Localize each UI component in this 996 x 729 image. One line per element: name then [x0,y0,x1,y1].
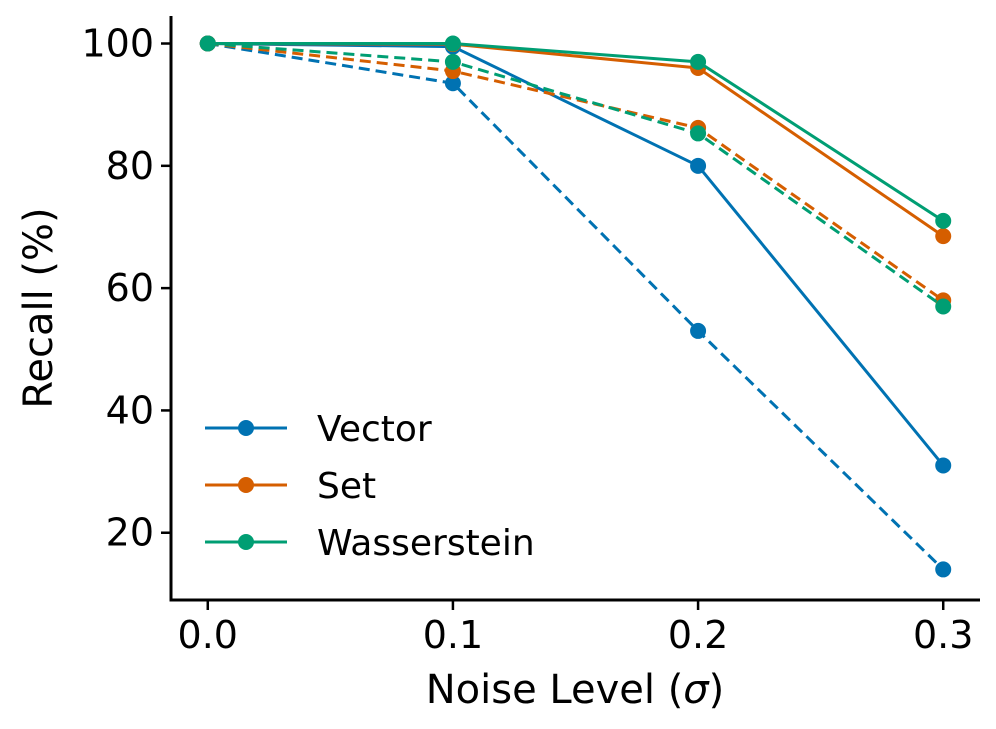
data-point-vector-dashed-3 [935,561,952,578]
legend: Vector Set Wasserstein [205,409,535,564]
legend-marker-set [238,477,254,493]
legend-label-vector: Vector [317,409,432,450]
x-tick-label-1: 0.1 [423,613,483,657]
data-point-vector-solid-2 [690,157,707,174]
data-point-vector-dashed-2 [690,322,707,339]
x-axis-label-prefix: Noise Level ( [426,667,684,713]
x-ticks: 0.0 0.1 0.2 0.3 [178,600,973,657]
x-tick-label-3: 0.3 [913,613,973,657]
series-line-set-solid [207,42,945,238]
series-layer [199,35,952,578]
data-point-wasserstein-dashed-3 [935,298,952,315]
x-tick-label-2: 0.2 [668,613,728,657]
data-point-wasserstein-dashed-0 [199,35,216,52]
data-point-vector-solid-3 [935,457,952,474]
legend-label-wasserstein: Wasserstein [317,523,535,564]
x-axis-label-suffix: ) [709,667,725,713]
x-tick-label-0: 0.0 [178,613,238,657]
data-point-wasserstein-solid-3 [935,212,952,229]
x-axis-label: Noise Level (σ) [426,667,725,713]
series-line-vector-solid [207,42,945,467]
y-tick-label-100: 100 [81,22,154,66]
y-tick-label-20: 20 [106,511,154,555]
data-point-wasserstein-solid-1 [444,35,461,52]
sigma-symbol: σ [683,667,710,713]
legend-marker-wasserstein [238,534,254,550]
legend-label-set: Set [317,466,376,507]
y-axis-label: Recall (%) [16,207,62,408]
y-ticks: 20 40 60 80 100 [81,22,171,555]
y-tick-label-80: 80 [106,144,154,188]
data-point-wasserstein-dashed-2 [690,125,707,142]
series-line-vector-dashed [207,42,945,571]
data-point-wasserstein-solid-2 [690,53,707,70]
series-line-set-dashed [207,42,945,302]
data-point-vector-dashed-1 [444,75,461,92]
y-tick-label-60: 60 [106,266,154,310]
series-line-wasserstein-dashed [207,42,945,308]
y-tick-label-40: 40 [106,388,154,432]
legend-marker-vector [238,420,254,436]
series-line-wasserstein-solid [207,42,945,223]
data-point-wasserstein-dashed-1 [444,53,461,70]
data-point-set-solid-3 [935,228,952,245]
